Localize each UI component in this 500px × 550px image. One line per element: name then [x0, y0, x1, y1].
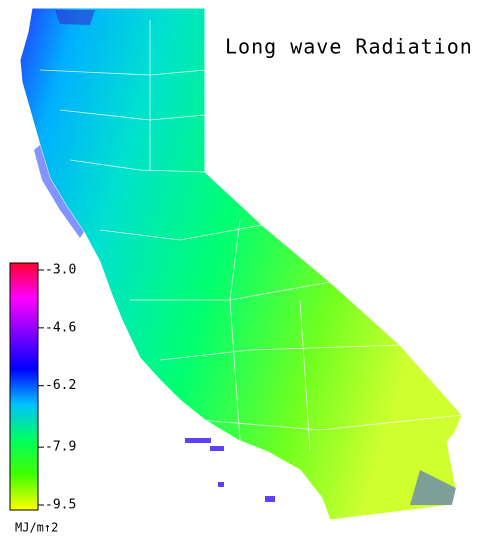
island	[210, 446, 224, 451]
island	[218, 482, 224, 487]
colorbar	[9, 262, 39, 511]
colorbar-tick-label: -7.9	[45, 440, 76, 455]
colorbar-tick-label: -9.5	[45, 498, 76, 513]
islands	[185, 438, 275, 502]
island	[185, 438, 211, 443]
california-map	[19, 7, 463, 521]
colorbar-tick-label: -3.0	[45, 263, 76, 278]
colorbar-tick-label: -6.2	[45, 378, 76, 393]
island	[265, 496, 275, 502]
county-lines	[39, 20, 463, 451]
map-title: Long wave Radiation	[225, 35, 473, 59]
north-shade	[55, 10, 95, 25]
coast-shade	[34, 145, 84, 238]
colorbar-tick-label: -4.6	[45, 320, 76, 335]
county-line	[39, 20, 463, 451]
colorbar-label: MJ/m↑2	[15, 521, 58, 535]
state-shape	[19, 7, 463, 521]
south-shade	[410, 470, 456, 505]
